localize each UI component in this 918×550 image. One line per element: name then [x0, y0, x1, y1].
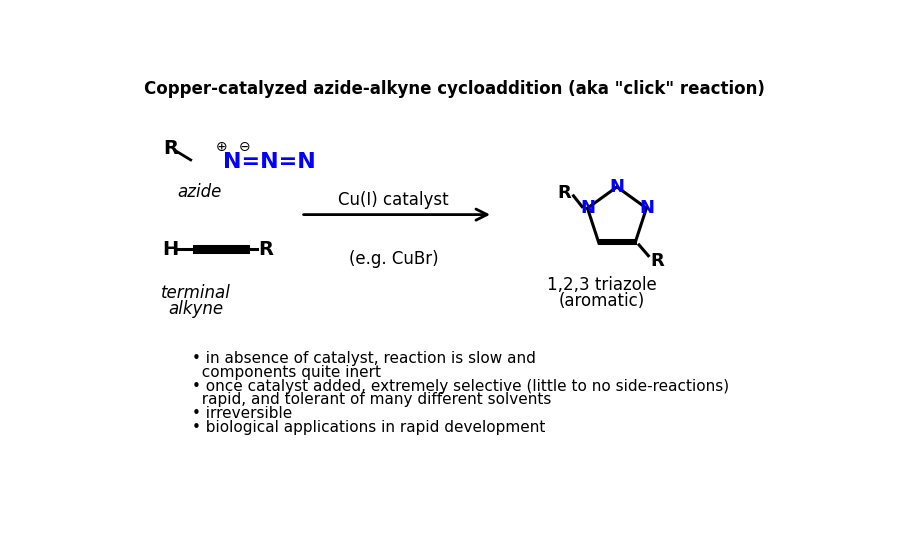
- Text: • once catalyst added, extremely selective (little to no side-reactions): • once catalyst added, extremely selecti…: [192, 378, 730, 394]
- Text: rapid, and tolerant of many different solvents: rapid, and tolerant of many different so…: [192, 393, 552, 408]
- Text: ⊕: ⊕: [216, 140, 228, 154]
- Text: • in absence of catalyst, reaction is slow and: • in absence of catalyst, reaction is sl…: [192, 351, 536, 366]
- Text: H: H: [162, 240, 179, 258]
- Text: 1,2,3 triazole: 1,2,3 triazole: [546, 277, 656, 294]
- Text: N: N: [610, 178, 624, 196]
- Text: azide: azide: [178, 183, 222, 201]
- Text: R: R: [557, 184, 571, 202]
- Text: (e.g. CuBr): (e.g. CuBr): [349, 250, 439, 267]
- Text: ⊖: ⊖: [239, 140, 251, 154]
- Text: terminal: terminal: [162, 284, 231, 302]
- Text: R: R: [258, 240, 274, 258]
- Text: alkyne: alkyne: [169, 300, 224, 317]
- Text: N=N=N: N=N=N: [223, 152, 316, 172]
- Text: N: N: [580, 199, 595, 217]
- Text: Cu(I) catalyst: Cu(I) catalyst: [339, 191, 449, 209]
- Text: components quite inert: components quite inert: [192, 365, 381, 380]
- Text: R: R: [651, 252, 665, 270]
- Text: • irreversible: • irreversible: [192, 406, 293, 421]
- Text: • biological applications in rapid development: • biological applications in rapid devel…: [192, 420, 545, 435]
- Text: R: R: [163, 139, 178, 158]
- Text: N: N: [639, 199, 654, 217]
- Text: (aromatic): (aromatic): [558, 292, 644, 310]
- Text: Copper-catalyzed azide-alkyne cycloaddition (aka "click" reaction): Copper-catalyzed azide-alkyne cycloaddit…: [144, 80, 765, 98]
